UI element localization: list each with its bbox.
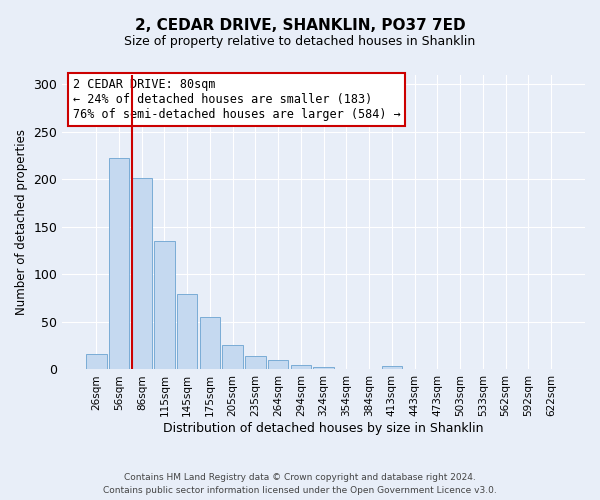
Bar (245, 356, 266, 370)
Bar (290, 364, 311, 370)
Text: 2 CEDAR DRIVE: 80sqm
← 24% of detached houses are smaller (183)
76% of semi-deta: 2 CEDAR DRIVE: 80sqm ← 24% of detached h… (73, 78, 400, 121)
Bar (427, 368, 448, 370)
X-axis label: Distribution of detached houses by size in Shanklin: Distribution of detached houses by size … (163, 422, 484, 435)
Bar (86, 354, 107, 370)
Text: 2, CEDAR DRIVE, SHANKLIN, PO37 7ED: 2, CEDAR DRIVE, SHANKLIN, PO37 7ED (134, 18, 466, 32)
Bar (382, 366, 402, 370)
Text: Contains public sector information licensed under the Open Government Licence v3: Contains public sector information licen… (103, 486, 497, 495)
Bar (496, 368, 516, 370)
Bar (200, 317, 220, 370)
Bar (131, 178, 152, 370)
Bar (154, 241, 175, 370)
Bar (268, 360, 289, 370)
Bar (223, 345, 243, 370)
Bar (109, 158, 129, 370)
Text: Size of property relative to detached houses in Shanklin: Size of property relative to detached ho… (124, 35, 476, 48)
Bar (313, 366, 334, 370)
Bar (404, 368, 425, 370)
Bar (177, 294, 197, 370)
Bar (541, 368, 561, 370)
Bar (336, 368, 356, 370)
Y-axis label: Number of detached properties: Number of detached properties (15, 129, 28, 315)
Text: Contains HM Land Registry data © Crown copyright and database right 2024.: Contains HM Land Registry data © Crown c… (124, 474, 476, 482)
